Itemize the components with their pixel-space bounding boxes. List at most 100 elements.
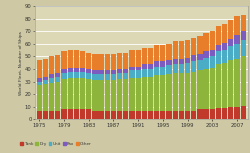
- Bar: [92, 70, 98, 74]
- Bar: [129, 67, 134, 70]
- Bar: [172, 41, 178, 59]
- Bar: [74, 50, 79, 68]
- Bar: [142, 48, 147, 64]
- Bar: [222, 24, 227, 43]
- Y-axis label: World Fleet, Number of Ships: World Fleet, Number of Ships: [19, 31, 23, 95]
- Bar: [234, 35, 239, 44]
- Bar: [222, 50, 227, 63]
- Bar: [210, 68, 215, 109]
- Bar: [210, 56, 215, 68]
- Bar: [142, 76, 147, 110]
- Bar: [98, 70, 104, 74]
- Bar: [86, 79, 91, 109]
- Legend: Tank, Dry, Unit, Pax, Other: Tank, Dry, Unit, Pax, Other: [20, 142, 92, 146]
- Bar: [191, 72, 196, 110]
- Bar: [68, 78, 73, 109]
- Bar: [129, 78, 134, 110]
- Bar: [204, 58, 209, 69]
- Bar: [74, 68, 79, 72]
- Bar: [240, 106, 246, 119]
- Bar: [105, 54, 110, 70]
- Bar: [49, 74, 54, 78]
- Bar: [148, 69, 153, 76]
- Bar: [166, 110, 172, 119]
- Bar: [80, 51, 85, 68]
- Bar: [185, 110, 190, 119]
- Bar: [43, 80, 48, 84]
- Bar: [86, 53, 91, 69]
- Bar: [123, 110, 128, 119]
- Bar: [154, 110, 159, 119]
- Bar: [123, 79, 128, 110]
- Bar: [117, 79, 122, 110]
- Bar: [166, 60, 172, 65]
- Bar: [80, 78, 85, 109]
- Bar: [204, 69, 209, 109]
- Bar: [68, 50, 73, 68]
- Bar: [111, 70, 116, 74]
- Bar: [216, 108, 221, 119]
- Bar: [55, 76, 60, 82]
- Bar: [216, 45, 221, 51]
- Bar: [136, 67, 141, 70]
- Bar: [105, 74, 110, 80]
- Bar: [191, 55, 196, 62]
- Bar: [111, 110, 116, 119]
- Bar: [123, 73, 128, 79]
- Bar: [142, 64, 147, 69]
- Bar: [172, 73, 178, 110]
- Bar: [117, 53, 122, 69]
- Bar: [111, 74, 116, 80]
- Bar: [49, 56, 54, 74]
- Bar: [172, 110, 178, 119]
- Bar: [80, 109, 85, 119]
- Bar: [86, 69, 91, 73]
- Bar: [62, 79, 67, 109]
- Bar: [179, 41, 184, 59]
- Bar: [185, 58, 190, 63]
- Bar: [216, 51, 221, 64]
- Bar: [37, 78, 42, 82]
- Bar: [129, 50, 134, 67]
- Bar: [160, 110, 166, 119]
- Bar: [216, 64, 221, 108]
- Bar: [62, 69, 67, 73]
- Bar: [98, 110, 104, 119]
- Bar: [234, 59, 239, 107]
- Bar: [185, 73, 190, 110]
- Bar: [105, 70, 110, 74]
- Bar: [185, 40, 190, 58]
- Bar: [172, 59, 178, 64]
- Bar: [43, 59, 48, 76]
- Bar: [117, 69, 122, 73]
- Bar: [142, 69, 147, 76]
- Bar: [166, 44, 172, 60]
- Bar: [49, 78, 54, 83]
- Bar: [37, 110, 42, 119]
- Bar: [92, 54, 98, 70]
- Bar: [117, 110, 122, 119]
- Bar: [136, 110, 141, 119]
- Bar: [204, 109, 209, 119]
- Bar: [55, 110, 60, 119]
- Bar: [92, 110, 98, 119]
- Bar: [191, 110, 196, 119]
- Bar: [154, 62, 159, 67]
- Bar: [179, 110, 184, 119]
- Bar: [197, 60, 202, 70]
- Bar: [210, 50, 215, 56]
- Bar: [92, 74, 98, 80]
- Bar: [228, 39, 234, 46]
- Bar: [62, 109, 67, 119]
- Bar: [179, 73, 184, 110]
- Bar: [228, 107, 234, 119]
- Bar: [154, 75, 159, 110]
- Bar: [222, 43, 227, 50]
- Bar: [123, 69, 128, 73]
- Bar: [111, 54, 116, 70]
- Bar: [191, 62, 196, 72]
- Bar: [123, 53, 128, 69]
- Bar: [105, 80, 110, 110]
- Bar: [216, 26, 221, 45]
- Bar: [74, 78, 79, 109]
